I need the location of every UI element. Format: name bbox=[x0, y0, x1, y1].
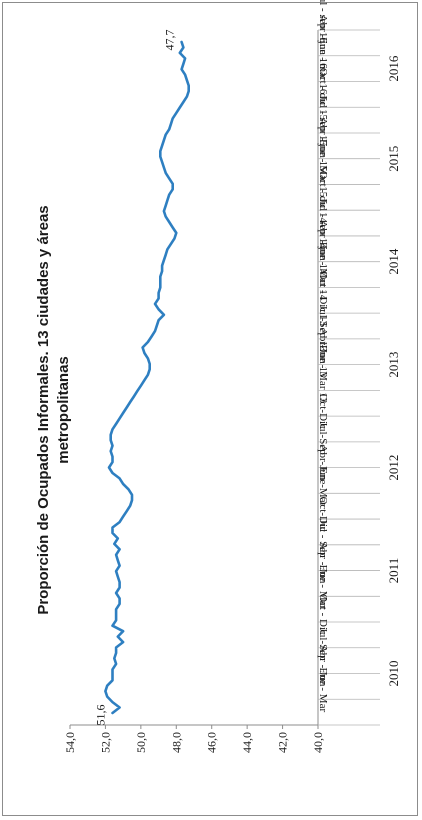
category-tick-label: Oct-Dic bbox=[317, 497, 329, 533]
data-labels: 51,6 47,7 bbox=[94, 30, 177, 726]
year-label: 2011 bbox=[386, 558, 401, 584]
year-label: 2016 bbox=[386, 55, 401, 82]
category-tick-label: Abr - jun 14 bbox=[317, 220, 329, 275]
category-tick-label: Jul - sep 15 bbox=[317, 95, 329, 146]
category-tick-label: Jul-Sep bbox=[317, 628, 329, 662]
category-tick-label: Ene - Mar 13 bbox=[317, 345, 329, 404]
value-tick-label: 52,0 bbox=[98, 732, 112, 753]
year-label: 2010 bbox=[386, 661, 401, 687]
category-tick-label: Abr - jun 15 bbox=[317, 117, 329, 172]
category-tick-label: Ene - mar 16 bbox=[317, 37, 329, 95]
category-tick-label: Oct - Dic bbox=[317, 594, 329, 635]
data-label-first: 51,6 bbox=[94, 705, 108, 726]
category-tick-label: Abr - Jun bbox=[317, 542, 329, 584]
category-tick-label: Jul-Sep 13 bbox=[317, 305, 329, 352]
series bbox=[104, 40, 190, 715]
category-tick-label: Abr-Jun bbox=[317, 445, 329, 481]
value-tick-label: 50,0 bbox=[134, 732, 148, 753]
category-tick-label: Oct-Dic bbox=[317, 394, 329, 430]
category-tick-label: Ene - Mar bbox=[317, 668, 329, 713]
category-tick-label: Jul - Sep bbox=[317, 519, 329, 558]
category-tick-label: Ene - Mar bbox=[317, 565, 329, 610]
category-tick-label: Jul - sep 14 bbox=[317, 198, 329, 249]
category-tick-label: Abr - Jun bbox=[317, 645, 329, 687]
year-label: 2014 bbox=[386, 248, 401, 275]
category-tick-label: Jul - sep 16 bbox=[317, 0, 329, 43]
year-label: 2013 bbox=[386, 352, 401, 378]
value-tick-label: 44,0 bbox=[240, 732, 254, 753]
year-label: 2015 bbox=[386, 146, 401, 172]
value-tick-label: 46,0 bbox=[205, 732, 219, 753]
chart-frame bbox=[2, 2, 418, 816]
value-tick-label: 42,0 bbox=[276, 732, 290, 753]
category-tick-label: Abr - jun 16 bbox=[317, 15, 329, 70]
axes: 54,0 52,0 50,0 48,0 46,0 44,0 42,0 40,0 Ene - Ma… bbox=[63, 0, 401, 753]
category-tick-label: Abr-Jun 13 bbox=[317, 328, 329, 378]
category-tick-label: Jul-Sep bbox=[317, 422, 329, 456]
category-tick-label: Oct - dic 14 bbox=[317, 171, 329, 224]
category-tick-label: Ene-Mar bbox=[317, 467, 329, 506]
category-tick-label: Oct - Dic 13 bbox=[317, 271, 329, 326]
value-tick-label: 54,0 bbox=[63, 732, 77, 753]
value-tick-label: 48,0 bbox=[169, 732, 183, 753]
chart-title-line-1: Proporción de Ocupados Informales. 13 ci… bbox=[35, 205, 52, 614]
category-tick-label: Oct - dic 15 bbox=[317, 68, 329, 121]
value-tick-label: 40,0 bbox=[311, 732, 325, 753]
data-label-last: 47,7 bbox=[163, 30, 177, 51]
series-line bbox=[104, 40, 190, 715]
category-tick-label: Ene - Mar 15 bbox=[317, 139, 329, 198]
year-label: 2012 bbox=[386, 455, 401, 481]
chart-title-line-2: metropolitanas bbox=[55, 356, 72, 464]
category-tick-label: Ene - Mar 14 bbox=[317, 242, 329, 301]
